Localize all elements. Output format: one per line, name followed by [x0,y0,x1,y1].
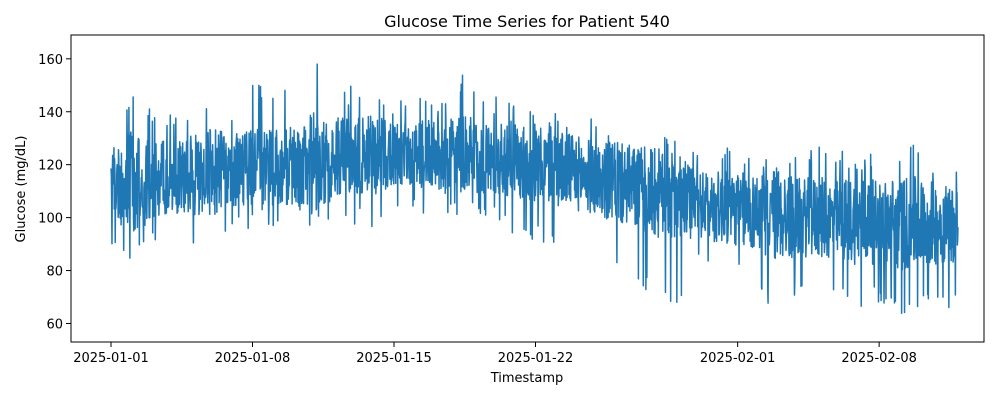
glucose-series-line [110,63,959,314]
plot-frame [70,34,985,343]
x-tick-label: 2025-01-22 [498,351,574,366]
x-tick-label: 2025-02-01 [700,351,776,366]
y-axis-label: Glucose (mg/dL) [14,136,29,243]
y-tick-label: 160 [38,53,63,68]
x-tick-label: 2025-01-01 [73,351,149,366]
x-axis-label: Timestamp [490,371,564,386]
x-tick-label: 2025-01-08 [215,351,291,366]
y-tick-label: 100 [38,212,63,227]
x-tick-label: 2025-01-15 [356,351,432,366]
chart-title: Glucose Time Series for Patient 540 [384,12,670,31]
y-tick-label: 80 [46,265,63,280]
y-tick-label: 60 [46,317,63,332]
x-tick-label: 2025-02-08 [841,351,917,366]
y-tick-label: 140 [38,106,63,121]
y-tick-label: 120 [38,159,63,174]
y-axis: 60 80 100 120 140 160 [38,53,71,332]
x-axis: 2025-01-01 2025-01-08 2025-01-15 2025-01-22… [73,342,917,366]
